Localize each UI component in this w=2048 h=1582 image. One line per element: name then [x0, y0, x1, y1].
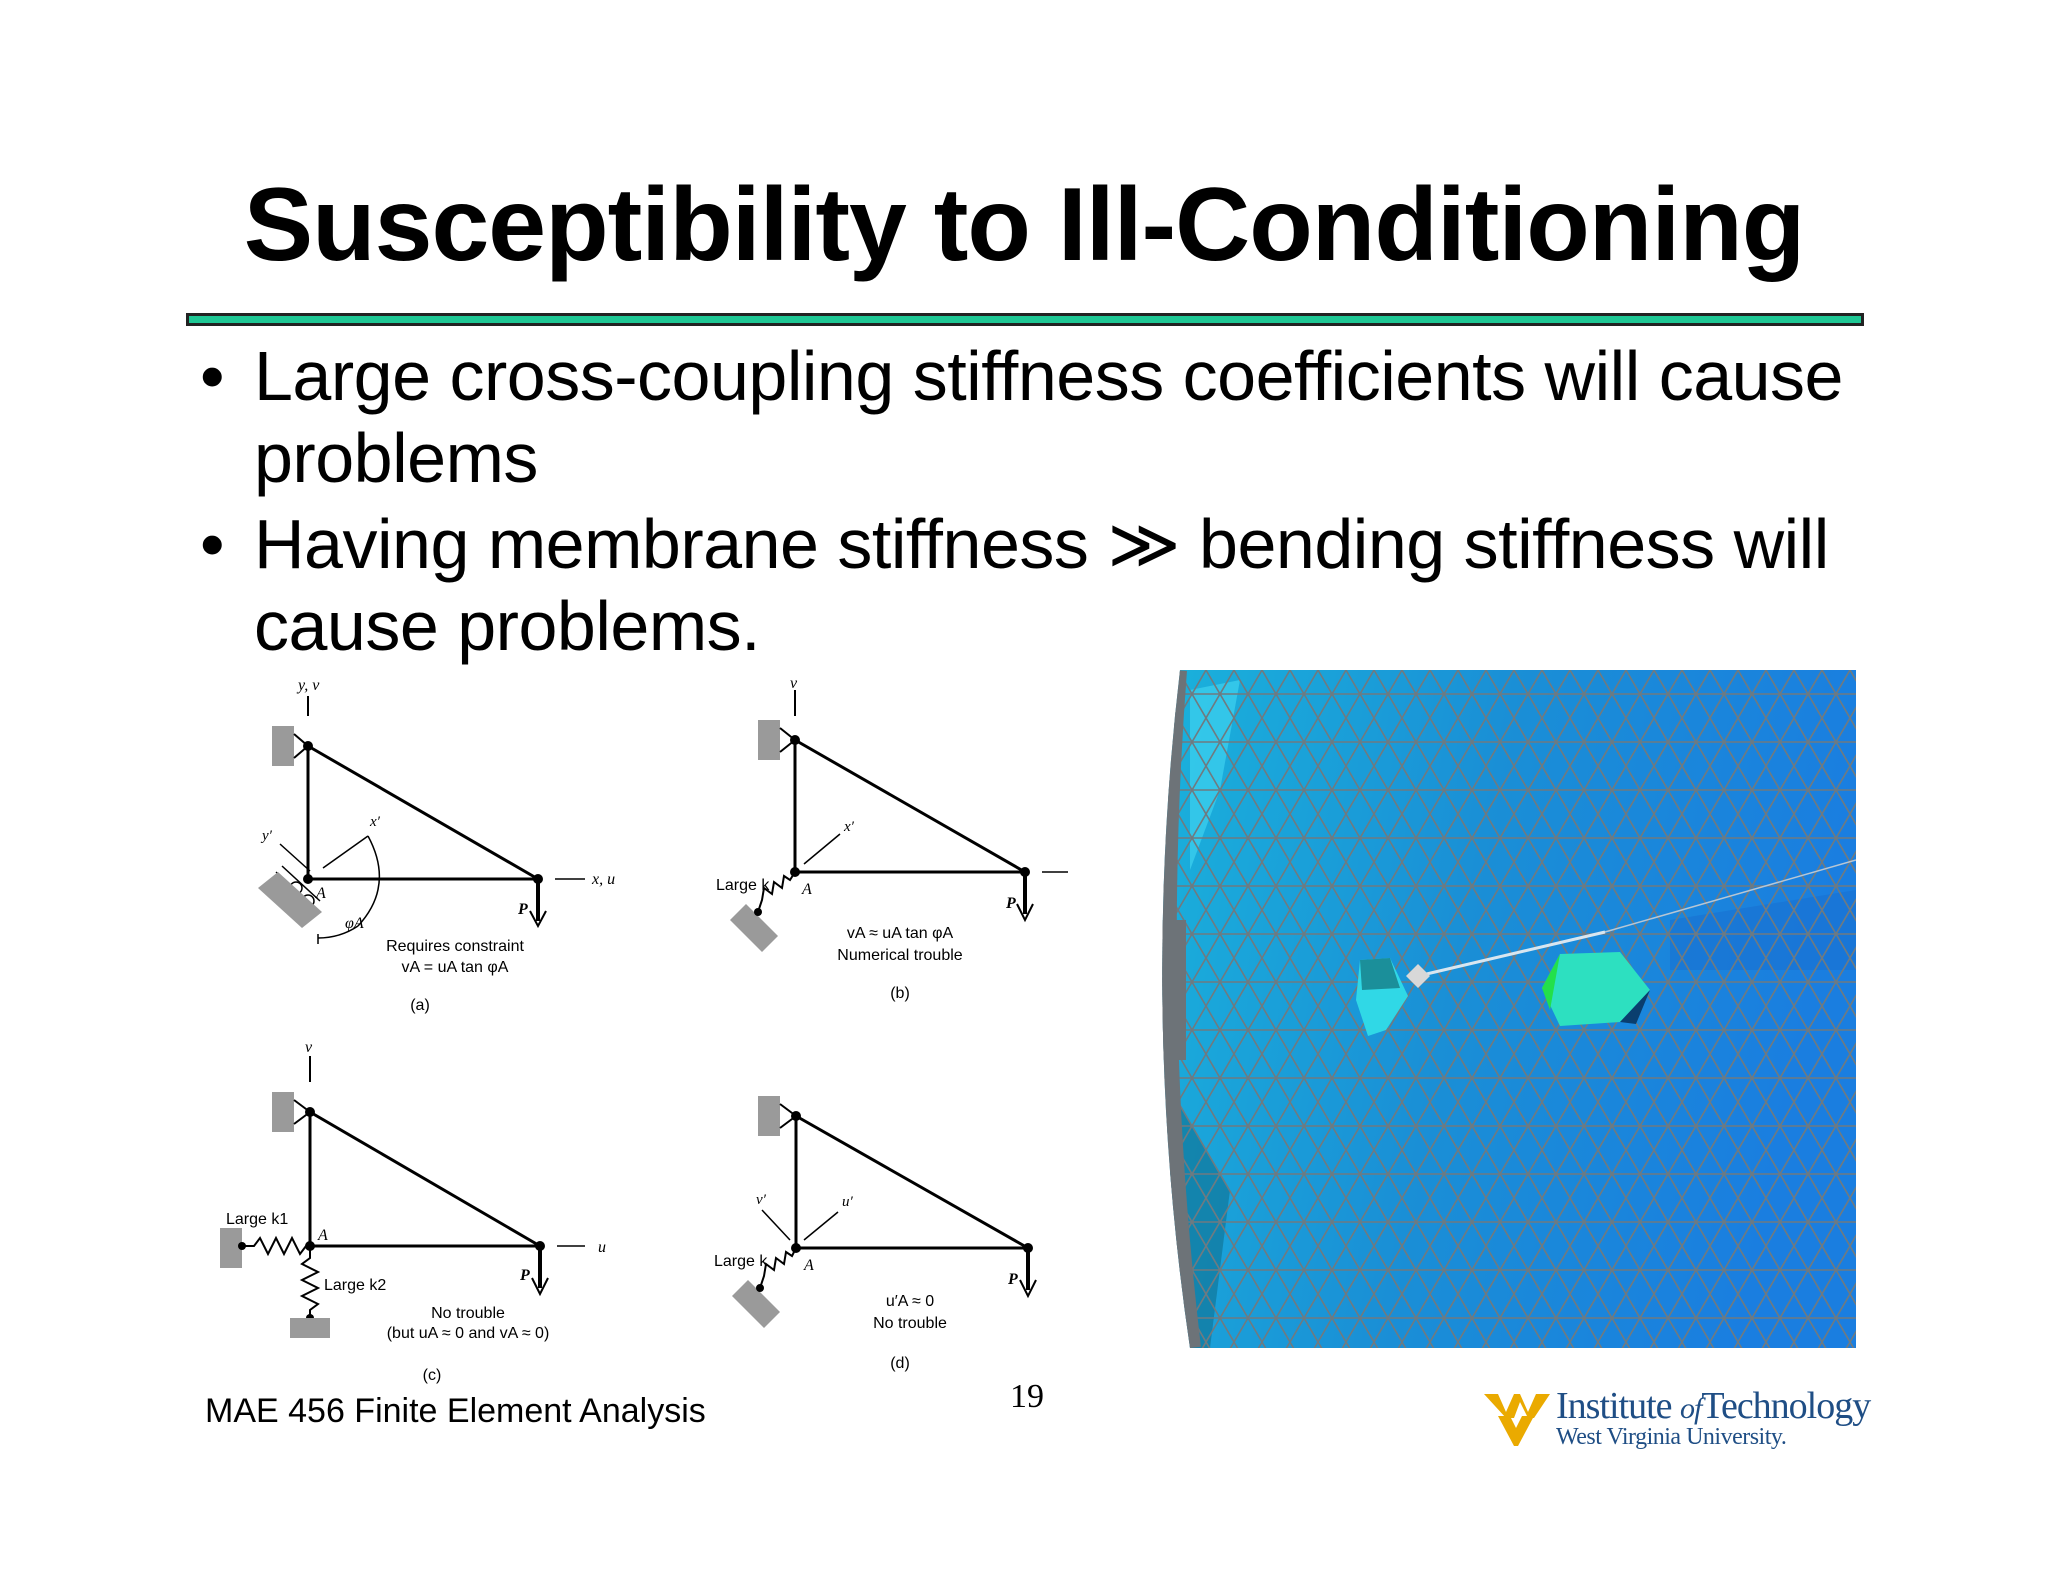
- axis-label-v: v: [305, 1039, 313, 1056]
- bullet-list: • Large cross-coupling stiffness coeffic…: [200, 335, 1860, 671]
- note-line1: No trouble: [431, 1305, 505, 1322]
- university-logo: Institute ofTechnology West Virginia Uni…: [1484, 1384, 1871, 1452]
- axis-label-xp: x′: [843, 819, 855, 835]
- node-label: A: [317, 1227, 328, 1244]
- figure-a: y, v x, u x′ y′ A P φA Requires constrai…: [210, 676, 690, 1016]
- note-line1: Requires constraint: [386, 938, 524, 955]
- bullet-marker: •: [200, 505, 225, 583]
- load-label: P: [1005, 895, 1016, 912]
- bullet-marker: •: [200, 337, 225, 415]
- logo-text-technology: Technology: [1701, 1385, 1871, 1427]
- note-line1: u′A ≈ 0: [886, 1293, 934, 1310]
- figure-caption: (d): [890, 1355, 910, 1372]
- figure-c: v u Large k1 A Large k2 P No trouble (bu…: [210, 1036, 690, 1386]
- note-line2: vA = uA tan φA: [402, 959, 509, 976]
- node-label: A: [315, 885, 326, 902]
- axis-label-y: y, v: [296, 677, 320, 694]
- wv-logo-icon: [1484, 1394, 1550, 1446]
- bullet-text: Large cross-coupling stiffness coefficie…: [254, 337, 1843, 497]
- bullet-item: • Having membrane stiffness ≫ bending st…: [200, 503, 1860, 667]
- logo-title: Institute ofTechnology: [1556, 1384, 1871, 1428]
- axis-label-up: u′: [842, 1194, 854, 1210]
- spring2-label: Large k2: [324, 1277, 386, 1294]
- logo-text-of: of: [1680, 1392, 1702, 1425]
- figure-caption: (a): [410, 997, 430, 1014]
- note-line1: vA ≈ uA tan φA: [847, 925, 954, 942]
- load-label: P: [1007, 1271, 1018, 1288]
- page-number: 19: [1010, 1378, 1044, 1415]
- note-line2: Numerical trouble: [837, 947, 962, 964]
- course-footer: MAE 456 Finite Element Analysis: [205, 1392, 706, 1430]
- note-line2: (but uA ≈ 0 and vA ≈ 0): [387, 1325, 550, 1342]
- axis-label-vp: v′: [756, 1192, 767, 1208]
- spring-label: Large k: [716, 877, 770, 894]
- node-label: A: [801, 881, 812, 898]
- spring1-label: Large k1: [226, 1211, 288, 1228]
- title-underline: [186, 313, 1864, 326]
- figure-caption: (b): [890, 985, 910, 1002]
- logo-subtitle: West Virginia University.: [1556, 1424, 1787, 1450]
- node-label: A: [803, 1257, 814, 1274]
- axis-label-xp: x′: [369, 814, 381, 830]
- angle-label: φA: [345, 915, 364, 932]
- bullet-item: • Large cross-coupling stiffness coeffic…: [200, 335, 1860, 499]
- slide-title: Susceptibility to Ill-Conditioning: [243, 167, 1806, 283]
- bullet-text: Having membrane stiffness ≫ bending stif…: [254, 505, 1829, 665]
- axis-label-v: v: [790, 676, 798, 692]
- axis-label-yp: y′: [260, 828, 273, 844]
- fe-mesh-image: [1150, 670, 1856, 1348]
- load-label: P: [517, 901, 528, 918]
- load-label: P: [519, 1267, 530, 1284]
- figure-caption: (c): [423, 1367, 442, 1384]
- axis-label-u: u: [598, 1239, 606, 1256]
- figure-d: v′ u′ Large k A P u′A ≈ 0 No trouble (d): [700, 1080, 1100, 1380]
- logo-text-institute: Institute: [1556, 1385, 1681, 1427]
- spring-label: Large k: [714, 1253, 768, 1270]
- figure-b: v x′ Large k A P vA ≈ uA tan φA Numerica…: [700, 676, 1100, 1006]
- note-line2: No trouble: [873, 1315, 947, 1332]
- axis-label-x: x, u: [591, 871, 615, 888]
